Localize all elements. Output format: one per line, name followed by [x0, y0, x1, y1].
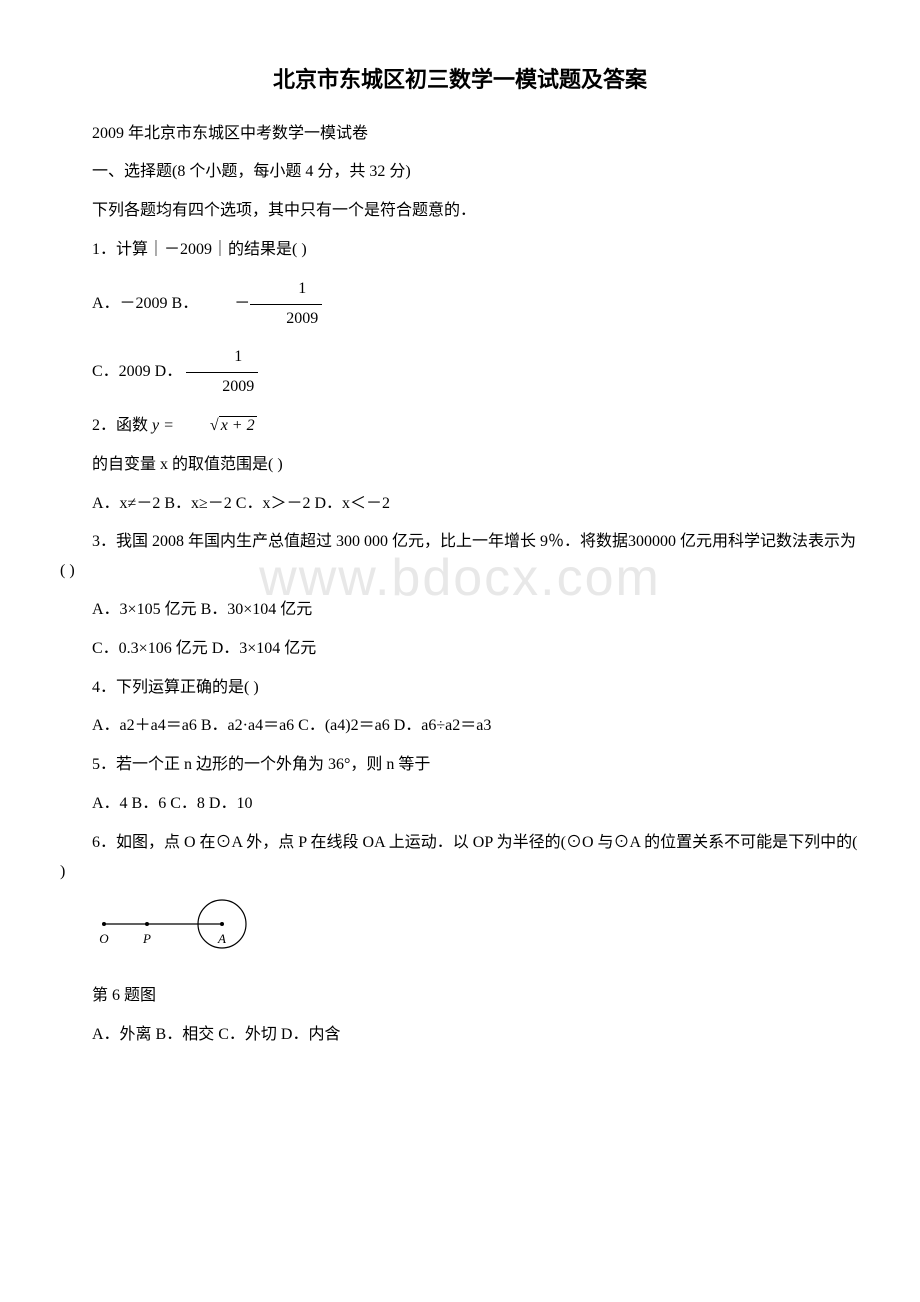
q1-options-cd: C．2009 D． 12009	[60, 343, 860, 402]
q1-options-ab: A．－2009 B． －12009	[60, 275, 860, 334]
q4-stem: 4．下列运算正确的是( )	[60, 674, 860, 703]
q2-function: y = x + 2	[152, 417, 257, 434]
q3-stem: 3．我国 2008 年国内生产总值超过 300 000 亿元，比上一年增长 9％…	[60, 528, 860, 586]
svg-text:O: O	[99, 931, 109, 946]
q1-optd-num: 1	[186, 343, 258, 373]
q2-radicand: x + 2	[219, 416, 257, 434]
q1-optd-den: 2009	[186, 373, 258, 402]
q2-options: A．x≠－2 B．x≥－2 C．x＞－2 D．x＜－2	[60, 490, 860, 519]
q1-stem: 1．计算｜－2009｜的结果是( )	[60, 236, 860, 265]
q3-options-ab: A．3×105 亿元 B．30×104 亿元	[60, 596, 860, 625]
q1-opt-c-prefix: C．2009 D．	[92, 363, 182, 380]
q6-diagram-svg: OPA	[92, 896, 262, 961]
svg-text:A: A	[217, 931, 226, 946]
q2-stem-prefix: 2．函数	[92, 417, 148, 434]
q1-opt-b-frac: －12009	[202, 275, 322, 334]
q6-options: A．外离 B．相交 C．外切 D．内含	[60, 1021, 860, 1050]
sqrt-icon: x + 2	[178, 412, 257, 441]
q1-opt-a-prefix: A．－2009 B．	[92, 295, 198, 312]
q6-stem: 6．如图，点 O 在⊙A 外，点 P 在线段 OA 上运动．以 OP 为半径的(…	[60, 829, 860, 887]
q6-caption: 第 6 题图	[60, 982, 860, 1011]
document-title: 北京市东城区初三数学一模试题及答案	[60, 60, 860, 100]
section-heading: 一、选择题(8 个小题，每小题 4 分，共 32 分)	[60, 158, 860, 187]
q2-y-eq: y =	[152, 417, 178, 434]
q2-stem: 2．函数 y = x + 2	[60, 412, 860, 441]
intro-year: 2009 年北京市东城区中考数学一模试卷	[60, 120, 860, 149]
q4-options: A．a2＋a4＝a6 B．a2·a4＝a6 C．(a4)2＝a6 D．a6÷a2…	[60, 712, 860, 741]
q6-figure: OPA	[92, 896, 860, 972]
q1-optb-den: 2009	[250, 305, 322, 334]
q5-stem: 5．若一个正 n 边形的一个外角为 36°，则 n 等于	[60, 751, 860, 780]
svg-text:P: P	[142, 931, 151, 946]
q5-options: A．4 B．6 C．8 D．10	[60, 790, 860, 819]
q1-opt-d-frac: 12009	[186, 343, 258, 402]
q2-stem-line2: 的自变量 x 的取值范围是( )	[60, 451, 860, 480]
section-note: 下列各题均有四个选项，其中只有一个是符合题意的．	[60, 197, 860, 226]
q1-optb-num: 1	[250, 275, 322, 305]
q3-options-cd: C．0.3×106 亿元 D．3×104 亿元	[60, 635, 860, 664]
